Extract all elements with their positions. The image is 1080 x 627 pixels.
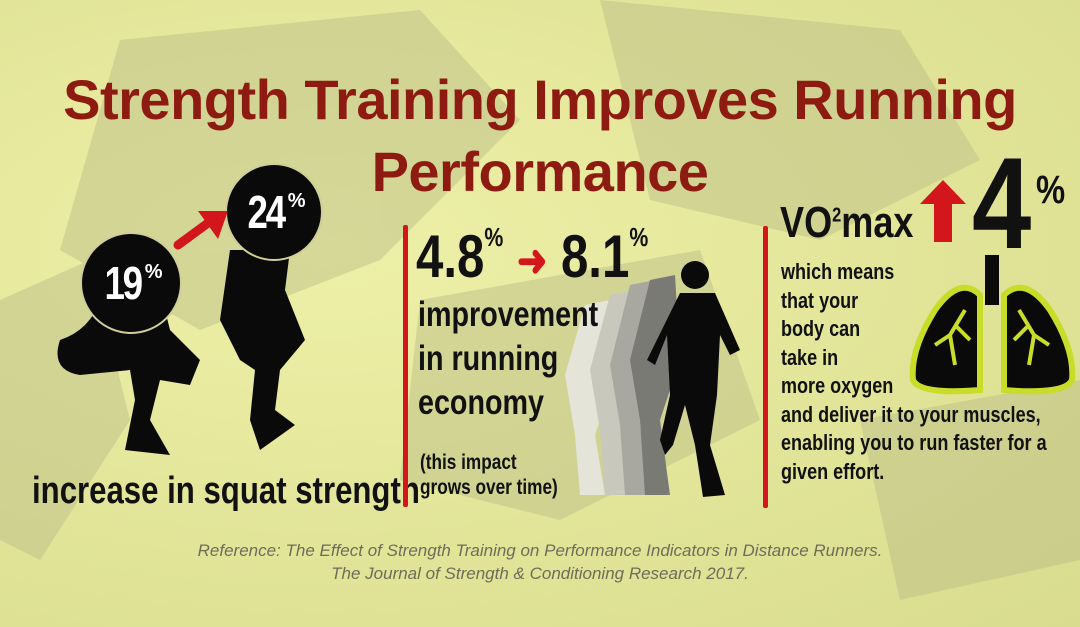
vo2-line: enabling you to run faster for a [781,430,1047,455]
runner-silhouettes [565,261,740,497]
squat-after-unit: % [287,189,306,212]
vo2-line: body can [781,316,861,341]
vo2-label-prefix: VO [780,198,833,247]
economy-caption: improvement in running economy [418,293,598,425]
arrow-up-icon [920,180,966,242]
vo2-line: that your [781,287,859,313]
economy-caption-line: improvement [418,295,599,334]
vo2-value: 4 [972,130,1032,276]
vo2-line: take in [781,344,839,370]
vo2-line: more oxygen [781,373,894,398]
economy-to-value: 8.1 [560,223,630,290]
squat-silhouettes [57,250,305,455]
title-line-1: Strength Training Improves Running [63,68,1017,131]
squat-silhouette-deep [57,290,200,455]
squat-silhouette-standing [220,250,305,450]
vo2-label-sup: 2 [832,204,842,227]
squat-before-circle: 19 % [80,232,182,334]
economy-to-unit: % [629,222,649,252]
economy-caption-line: economy [418,383,544,422]
economy-note: (this impact grows over time) [420,450,558,500]
divider-bar-2 [763,226,768,508]
economy-note-line: grows over time) [420,476,558,499]
runner-silhouette [647,293,740,497]
vo2-line: and deliver it to your muscles, [781,401,1041,427]
vo2-unit: % [1036,168,1066,212]
squat-after-circle: 24 % [225,163,323,261]
divider-bar-1 [403,225,408,507]
vo2-description: which means that your body can take in m… [781,258,1047,486]
title-line-2: Performance [371,140,709,203]
reference-line-2: The Journal of Strength & Conditioning R… [331,564,749,583]
economy-from-value: 4.8 [416,223,485,290]
vo2-line: which means [781,259,895,284]
economy-from-unit: % [484,222,504,252]
arrow-right-icon: ➜ [517,236,548,286]
squat-caption: increase in squat strength [32,470,420,512]
vo2-label: VO2max [780,198,913,248]
economy-caption-line: in running [418,339,559,378]
squat-before-value: 19 [104,257,143,309]
vo2-line: given effort. [781,458,885,484]
reference-line-1: Reference: The Effect of Strength Traini… [197,541,883,560]
vo2-label-suffix: max [841,198,914,247]
squat-before-unit: % [144,260,163,283]
economy-values: 4.8% ➜ 8.1% [416,222,648,291]
squat-after-value: 24 [247,186,286,238]
lungs-icon [909,255,1076,395]
economy-note-line: (this impact [420,451,517,474]
arrow-up-right-icon [173,211,228,250]
